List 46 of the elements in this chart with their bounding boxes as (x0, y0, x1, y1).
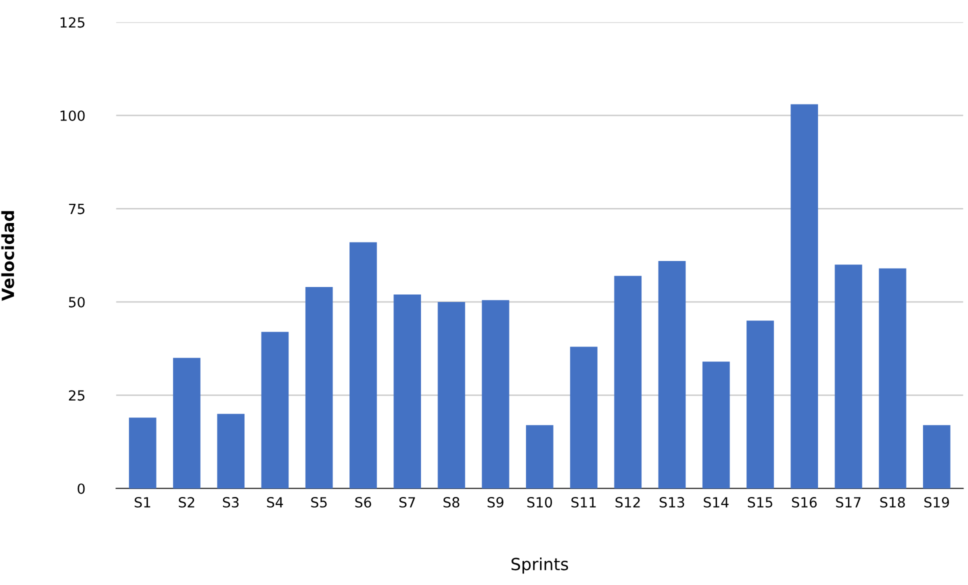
bar (305, 287, 333, 488)
bar (790, 104, 818, 488)
x-tick-label: S4 (267, 497, 284, 508)
bar (614, 276, 642, 488)
bar (394, 294, 421, 488)
x-tick-label: S18 (880, 497, 905, 508)
x-tick-label: S13 (660, 497, 684, 508)
bar (261, 332, 289, 488)
bar (746, 320, 774, 488)
x-tick-label: S12 (616, 497, 640, 508)
x-axis-title: Sprints (512, 557, 568, 574)
y-axis-title: Velocidad (1, 211, 14, 301)
bar (128, 418, 156, 488)
bar (438, 302, 466, 488)
bar (217, 414, 245, 488)
x-tick-label: S5 (311, 497, 327, 508)
x-tick-label: S8 (444, 497, 460, 508)
bar (173, 358, 200, 488)
y-tick-label: 125 (60, 17, 84, 28)
x-tick-label: S6 (355, 497, 372, 508)
x-tick-label: S2 (178, 497, 194, 508)
x-tick-label: S11 (571, 497, 596, 508)
y-tick-label: 50 (69, 296, 85, 308)
x-tick-label: S14 (704, 497, 729, 508)
bar (878, 268, 906, 488)
x-tick-label: S1 (134, 497, 150, 508)
bar (923, 425, 950, 488)
x-tick-label: S9 (488, 497, 504, 508)
bar (834, 264, 862, 488)
bar (570, 346, 598, 488)
y-tick-label: 25 (68, 390, 84, 401)
x-tick-label: S17 (836, 497, 861, 508)
y-tick-label: 0 (78, 483, 85, 494)
bar (350, 242, 377, 488)
bar (526, 425, 554, 488)
x-tick-label: S10 (527, 497, 552, 508)
bar (658, 260, 686, 488)
bar (482, 300, 510, 488)
x-tick-label: S7 (399, 497, 415, 508)
y-tick-label: 100 (60, 110, 85, 121)
bar (702, 362, 730, 488)
x-tick-label: S15 (748, 497, 772, 508)
x-tick-label: S3 (222, 497, 239, 508)
x-tick-label: S16 (792, 497, 817, 508)
x-tick-label: S19 (924, 497, 949, 508)
y-tick-label: 75 (69, 204, 84, 214)
